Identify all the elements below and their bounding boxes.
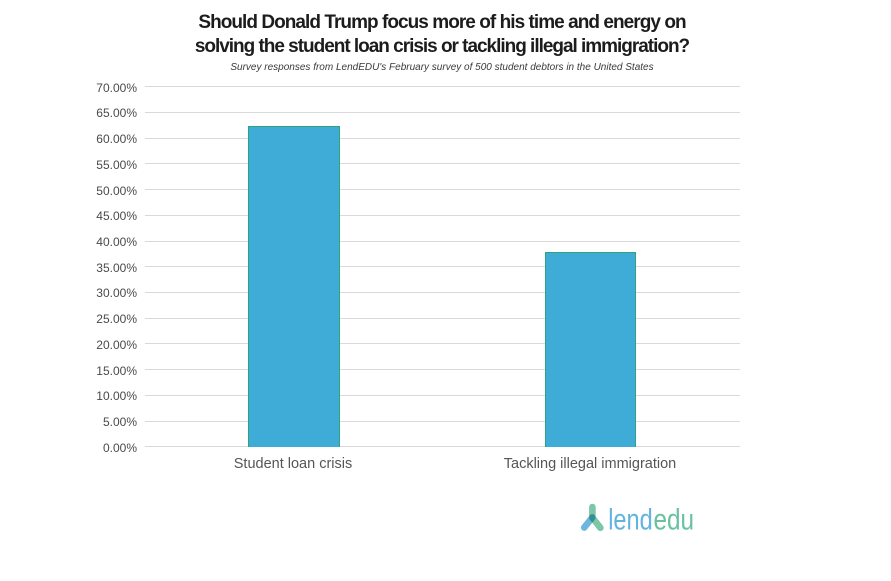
svg-text:edu: edu: [654, 504, 695, 536]
svg-text:lend: lend: [608, 504, 653, 536]
